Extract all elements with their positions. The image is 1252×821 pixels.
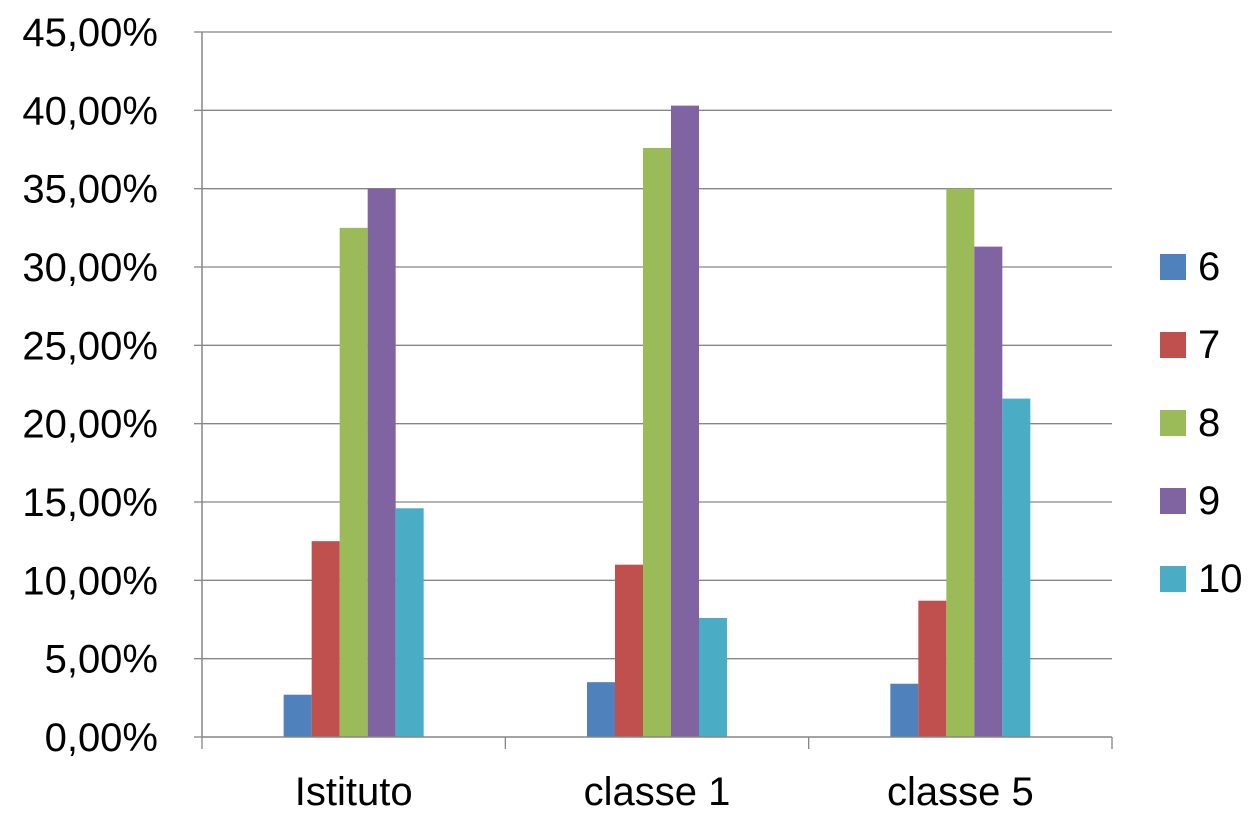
bar-8-1 [643, 147, 671, 737]
bars [283, 105, 1031, 738]
y-tick-label: 10,00% [22, 559, 158, 603]
bar-8-2 [946, 188, 975, 737]
legend-swatch-8 [1160, 410, 1186, 436]
bar-6-0 [283, 694, 312, 737]
x-tick-label: classe 1 [584, 770, 731, 814]
y-tick-label: 35,00% [22, 168, 158, 212]
y-tick-label: 20,00% [22, 403, 158, 447]
bar-9-2 [974, 246, 1003, 737]
bar-9-0 [367, 188, 396, 737]
legend-label: 6 [1198, 245, 1220, 289]
bar-7-0 [311, 541, 340, 737]
y-tick-label: 30,00% [22, 246, 158, 290]
bar-6-1 [587, 682, 615, 737]
y-tick-label: 45,00% [22, 11, 158, 55]
y-tick-label: 40,00% [22, 89, 158, 133]
y-tick-label: 25,00% [22, 324, 158, 368]
legend-label: 8 [1198, 401, 1220, 445]
legend-swatch-9 [1160, 488, 1186, 514]
y-tick-labels: 0,00% 5,00% 10,00% 15,00% 20,00% 25,00% 30,00%… [22, 11, 158, 760]
bar-6-2 [890, 683, 919, 737]
legend-swatch-10 [1160, 566, 1186, 592]
x-tick-label: Istituto [295, 770, 413, 814]
bar-10-2 [1002, 398, 1031, 737]
bar-10-1 [699, 617, 727, 737]
legend-swatch-7 [1160, 332, 1186, 358]
legend-label: 7 [1198, 323, 1220, 367]
y-tick-label: 0,00% [45, 716, 158, 760]
y-tick-label: 15,00% [22, 481, 158, 525]
axes [194, 31, 1113, 749]
legend-label: 10 [1198, 557, 1243, 601]
legend: 6 7 8 9 10 [1160, 245, 1243, 601]
bar-10-0 [395, 508, 424, 737]
bar-8-0 [339, 227, 368, 738]
legend-label: 9 [1198, 479, 1220, 523]
legend-swatch-6 [1160, 254, 1186, 280]
bar-9-1 [671, 105, 699, 738]
bar-7-2 [918, 600, 947, 737]
bar-7-1 [615, 564, 643, 737]
x-tick-label: classe 5 [887, 770, 1034, 814]
x-tick-labels: Istituto classe 1 classe 5 [295, 770, 1034, 814]
y-tick-label: 5,00% [45, 638, 158, 682]
